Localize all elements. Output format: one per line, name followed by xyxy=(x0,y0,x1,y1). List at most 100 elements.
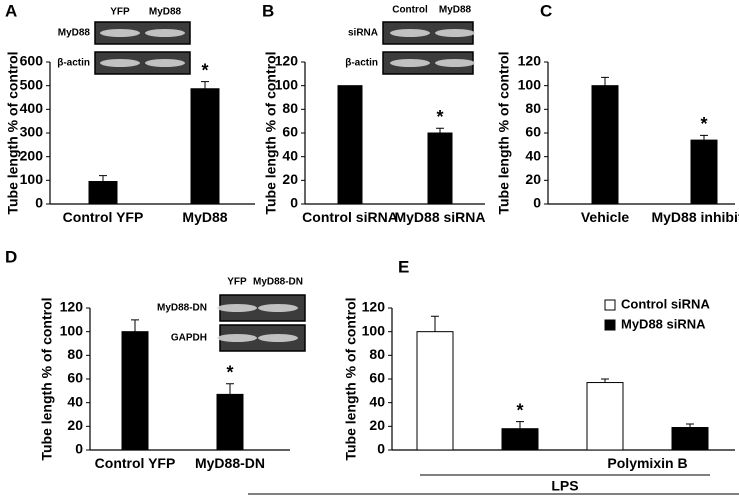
x-tick-label: MyD88 xyxy=(182,209,228,225)
bar xyxy=(671,427,709,451)
blot-band xyxy=(390,59,430,67)
bar xyxy=(416,331,454,451)
significance-mark: * xyxy=(436,107,443,127)
error-bar xyxy=(686,423,694,428)
y-axis-label: Tube length % of control xyxy=(39,297,55,460)
y-tick-label: 0 xyxy=(35,195,43,211)
blot-column-label: MyD88-DN xyxy=(253,277,303,288)
y-axis-label: Tube length % of control xyxy=(263,51,279,214)
y-tick-label: 300 xyxy=(20,124,44,140)
y-tick-label: 120 xyxy=(518,53,542,69)
bar xyxy=(88,181,118,205)
y-tick-label: 80 xyxy=(282,100,298,116)
bar xyxy=(190,88,220,205)
blot-band xyxy=(258,304,298,312)
blot-band xyxy=(258,334,298,342)
y-tick-label: 40 xyxy=(282,147,298,163)
bar xyxy=(216,393,244,451)
blot-row-label: MyD88 xyxy=(58,28,91,39)
y-tick-label: 20 xyxy=(369,417,385,433)
y-tick-label: 500 xyxy=(20,76,44,92)
error-bar xyxy=(436,127,444,133)
bar xyxy=(501,428,539,451)
legend-swatch xyxy=(604,299,616,311)
y-tick-label: 20 xyxy=(525,171,541,187)
bar xyxy=(586,382,624,451)
error-bar xyxy=(226,383,234,395)
y-tick-label: 80 xyxy=(67,346,83,362)
x-tick-label: Control YFP xyxy=(62,209,144,225)
group-label: LPS xyxy=(551,478,578,494)
x-tick-label: Control siRNA xyxy=(302,209,398,225)
x-tick-label: Vehicle xyxy=(580,209,630,225)
blot-row-label: β-actin xyxy=(57,58,90,69)
legend-label: Control siRNA xyxy=(621,296,710,311)
y-tick-label: 100 xyxy=(275,76,299,92)
bar xyxy=(690,139,718,205)
legend-label: MyD88 siRNA xyxy=(621,316,706,331)
y-tick-label: 100 xyxy=(20,171,44,187)
y-tick-label: 200 xyxy=(20,147,44,163)
error-bar xyxy=(601,378,609,383)
blot-column-label: YFP xyxy=(110,7,130,18)
y-tick-label: 20 xyxy=(282,171,298,187)
panel-letter: B xyxy=(262,1,274,20)
blot-row xyxy=(94,51,191,75)
x-tick-label: MyD88 siRNA xyxy=(394,209,486,225)
error-bar xyxy=(431,315,439,332)
y-tick-label: 400 xyxy=(20,100,44,116)
bar xyxy=(337,85,363,205)
significance-mark: * xyxy=(226,362,233,382)
error-bar xyxy=(601,76,609,86)
x-tick-label: MyD88 inhibitor xyxy=(651,209,739,225)
y-tick-label: 80 xyxy=(525,100,541,116)
blot-band xyxy=(217,304,257,312)
y-tick-label: 600 xyxy=(20,53,44,69)
blot-band xyxy=(145,59,185,67)
blot-band xyxy=(390,29,430,37)
y-tick-label: 0 xyxy=(290,195,298,211)
blot-band xyxy=(100,59,140,67)
y-tick-label: 100 xyxy=(60,322,84,338)
error-bar xyxy=(131,319,139,332)
blot-column-label: MyD88 xyxy=(149,7,182,18)
blot-row xyxy=(94,21,191,45)
blot-column-label: YFP xyxy=(227,277,247,288)
y-tick-label: 40 xyxy=(369,393,385,409)
panel-letter: C xyxy=(540,1,552,20)
blot-band xyxy=(217,334,257,342)
bar xyxy=(121,331,149,451)
bar xyxy=(427,132,453,205)
y-axis-label: Tube length % of control xyxy=(496,51,512,214)
blot-band xyxy=(145,29,185,37)
error-bar xyxy=(516,421,524,429)
y-tick-label: 20 xyxy=(67,417,83,433)
y-tick-label: 60 xyxy=(525,124,541,140)
significance-mark: * xyxy=(700,114,707,134)
blot-row-label: GAPDH xyxy=(171,333,207,344)
x-tick-label: MyD88-DN xyxy=(194,455,265,471)
y-axis-label: Tube length % of control xyxy=(343,297,359,460)
legend-swatch xyxy=(604,319,616,331)
error-bar xyxy=(700,134,708,141)
y-tick-label: 40 xyxy=(525,147,541,163)
y-tick-label: 0 xyxy=(533,195,541,211)
blot-row-label: MyD88-DN xyxy=(157,303,207,314)
blot-column-label: Control xyxy=(392,5,428,16)
error-bar xyxy=(201,81,209,89)
y-tick-label: 60 xyxy=(369,370,385,386)
blot-band xyxy=(435,59,475,67)
y-tick-label: 0 xyxy=(75,441,83,457)
y-tick-label: 120 xyxy=(362,299,386,315)
y-tick-label: 100 xyxy=(362,322,386,338)
blot-column-label: MyD88 xyxy=(439,5,472,16)
significance-mark: * xyxy=(516,400,523,420)
blot-row-label: siRNA xyxy=(348,28,378,39)
panel-letter: E xyxy=(398,257,409,276)
y-tick-label: 100 xyxy=(518,76,542,92)
panel-letter: A xyxy=(5,1,17,20)
y-tick-label: 60 xyxy=(282,124,298,140)
y-tick-label: 0 xyxy=(377,441,385,457)
blot-band xyxy=(100,29,140,37)
